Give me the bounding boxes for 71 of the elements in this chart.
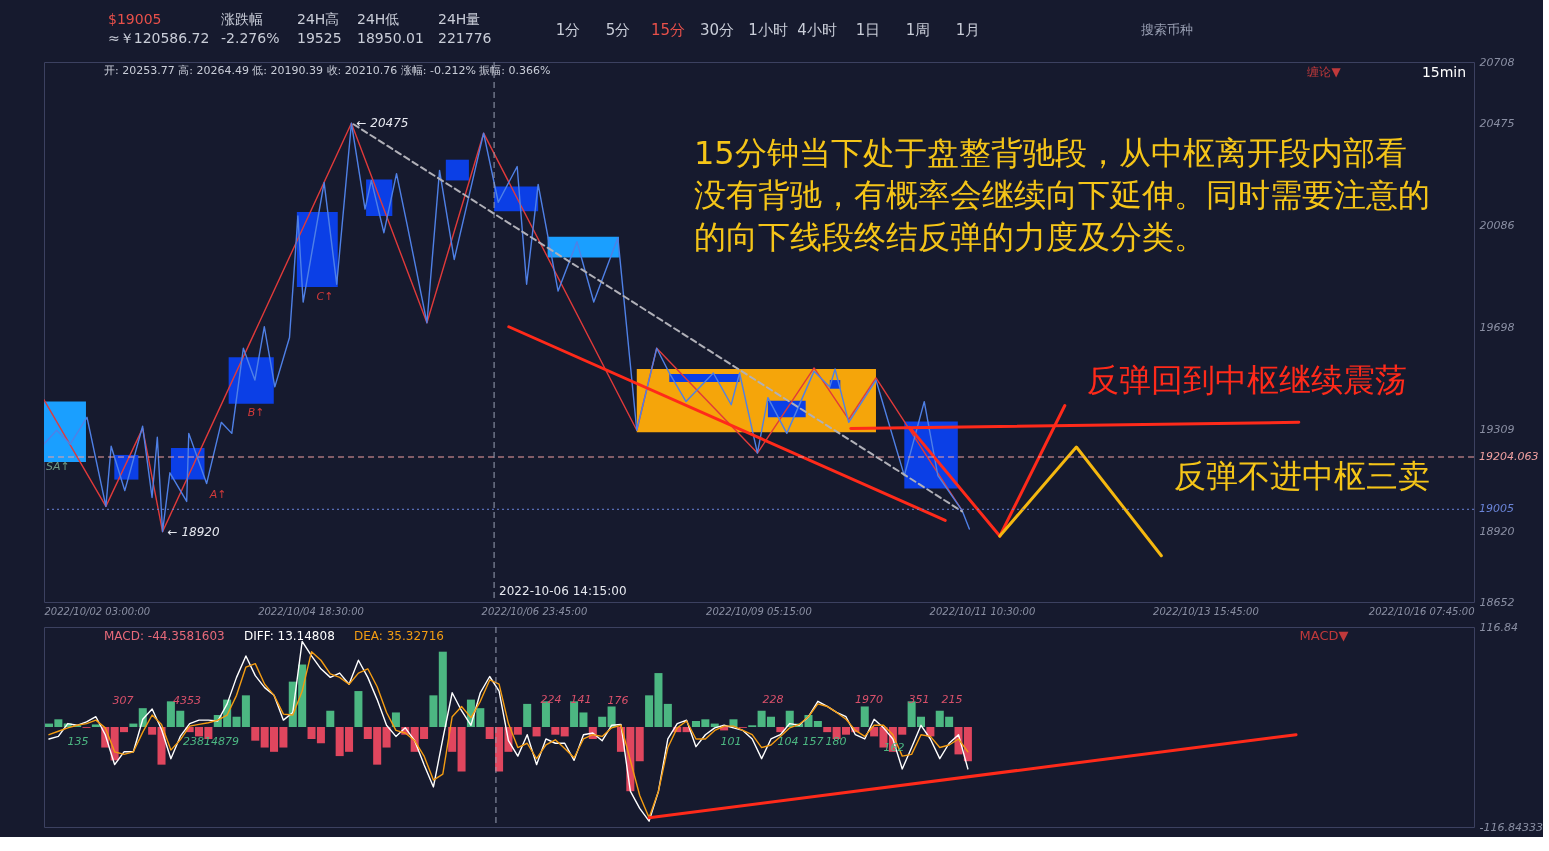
y-tick-label: -116.84333 (1479, 820, 1543, 834)
text: $19005 (108, 11, 162, 27)
x-tick-label: 2022/10/04 18:30:00 (258, 605, 364, 617)
annotation: MACD▼ (1299, 628, 1349, 643)
y-tick-label: 18920 (1479, 525, 1515, 539)
y-tick-label: 20086 (1479, 218, 1515, 232)
annotation: 缠论▼ (1307, 65, 1342, 79)
annotation: 15分钟当下处于盘整背驰段，从中枢离开段内部看没有背驰，有概率会继续向下延伸。同时需要注意的的向下线段终结反弹的力度及分类。 (694, 134, 1430, 257)
text: 1月 (955, 21, 981, 39)
text: ≈￥120586.72 (108, 30, 210, 46)
annotation: 351 (908, 692, 930, 706)
x-tick-label: 2022/10/13 15:45:00 (1153, 605, 1259, 617)
x-tick-label: 2022/10/16 07:45:00 (1368, 605, 1475, 617)
text: 19525 (297, 30, 342, 46)
x-tick-label: 2022/10/11 10:30:00 (929, 605, 1036, 617)
annotation: C↑ (316, 289, 334, 303)
annotation: 307 (112, 694, 134, 708)
annotation: B↑ (247, 406, 265, 420)
annotation: 15min (1421, 64, 1467, 80)
annotation: 135 (67, 735, 89, 749)
text: 5分 (605, 21, 631, 39)
y-tick-label: 20475 (1479, 116, 1515, 130)
text: -2.276% (221, 30, 280, 46)
annotation: 101 (720, 735, 742, 749)
text: 1日 (855, 21, 881, 39)
y-tick-label: 116.84 (1479, 620, 1518, 634)
text: 24H低 (357, 11, 400, 27)
annotation: 反弹回到中枢继续震荡 (1087, 360, 1407, 399)
y-tick-label: 20708 (1479, 55, 1515, 69)
x-tick-label: 2022/10/06 23:45:00 (481, 605, 588, 617)
ref-line-label: 19005 (1479, 502, 1514, 516)
annotation: DEA: 35.32716 (354, 629, 444, 643)
text: 涨跌幅 (221, 11, 263, 27)
text: 1分 (555, 21, 581, 39)
annotation: 228 (762, 692, 784, 706)
annotation: 反弹不进中枢三卖 (1174, 456, 1430, 495)
annotation: 157 (802, 735, 824, 749)
text: 18950.01 (357, 30, 424, 46)
text: 1周 (905, 21, 931, 39)
y-tick-label: 18652 (1479, 595, 1515, 609)
text: 4小时 (797, 21, 837, 39)
text: 24H高 (297, 11, 340, 27)
text: 搜索币种 (1141, 22, 1193, 37)
annotation: 23814879 (183, 735, 239, 749)
x-tick-label: 2022/10/09 05:15:00 (706, 605, 812, 617)
annotation: 162 (883, 740, 905, 754)
annotation: A↑ (208, 487, 227, 501)
annotation: 180 (825, 735, 847, 749)
annotation: 224 (540, 692, 562, 706)
text: 24H量 (438, 11, 481, 27)
ref-line-label: 2022-10-06 14:15:00 (499, 584, 627, 598)
text: 15分 (650, 21, 686, 39)
annotation: 176 (607, 694, 629, 708)
text: 30分 (699, 21, 735, 39)
annotation: DIFF: 13.14808 (244, 629, 335, 643)
annotation: 1970 (855, 692, 883, 706)
annotation: SA↑ (46, 459, 70, 473)
y-tick-label: 19698 (1479, 320, 1515, 334)
x-tick-label: 2022/10/02 03:00:00 (44, 605, 151, 617)
annotation: 104 (777, 735, 799, 749)
annotation: ← 20475 (356, 116, 409, 131)
annotation: 4353 (173, 694, 201, 708)
annotation: ← 18920 (167, 524, 220, 539)
annotation: 141 (570, 692, 592, 706)
y-tick-label: 19309 (1479, 422, 1515, 436)
annotation: 开: 20253.77 高: 20264.49 低: 20190.39 收: 20210.76 涨幅: -0.212% 振幅: 0.366% (104, 64, 551, 77)
text: 221776 (438, 30, 492, 46)
text: 1小时 (748, 21, 788, 39)
ref-line-label: 19204.063 (1479, 450, 1539, 463)
annotation: 215 (941, 692, 963, 706)
annotation: MACD: -44.3581603 (104, 629, 225, 643)
